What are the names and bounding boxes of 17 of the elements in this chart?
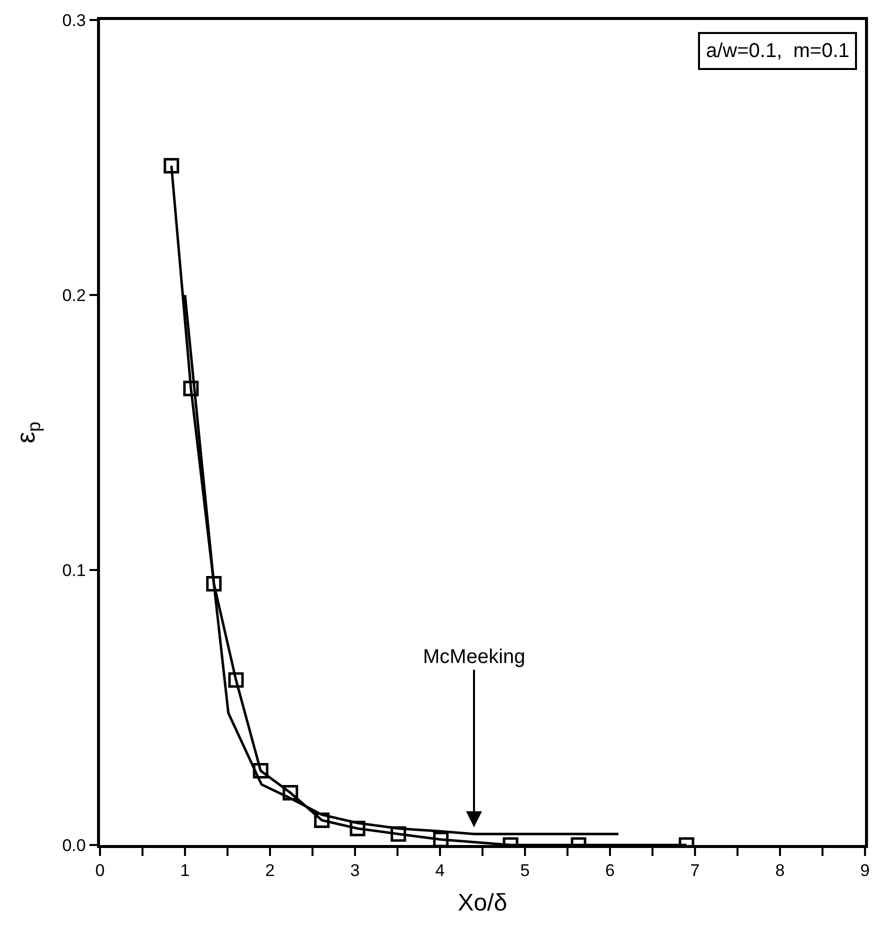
annotation: a/w=0.1, m=0.1 [706,40,850,62]
x-tick-label: 2 [265,861,275,880]
x-tick-label: 8 [775,861,785,880]
y-tick-label: 0.1 [62,560,86,580]
annotation: McMeeking [423,646,526,668]
x-tick-label: 9 [860,861,870,880]
x-tick-label: 3 [350,861,360,880]
x-tick-label: 1 [180,861,190,880]
y-tick-label: 0.3 [62,10,86,30]
y-tick-label: 0.2 [62,286,86,305]
x-tick-label: 0 [95,861,105,880]
x-tick-label: 5 [520,861,530,880]
x-tick-label: 7 [690,861,700,880]
x-tick-label: 4 [435,861,445,880]
x-axis-title: Xo/δ [458,889,508,916]
y-tick-label: 0.0 [62,836,86,855]
x-tick-label: 6 [605,861,615,880]
